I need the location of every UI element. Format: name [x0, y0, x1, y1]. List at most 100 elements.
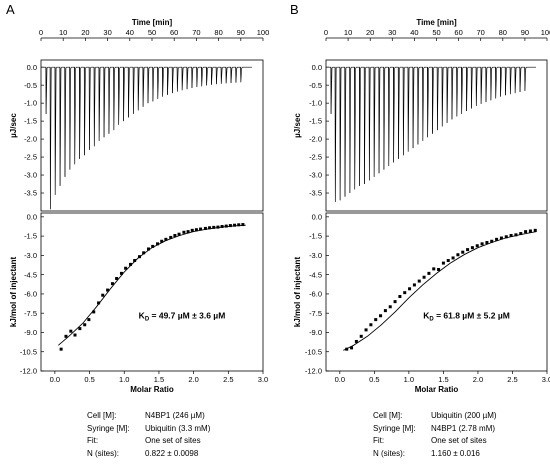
data-point: [412, 283, 416, 287]
data-point: [237, 223, 241, 227]
data-point: [528, 229, 532, 233]
binding-isotherm: 0.0 0.5 1.0 1.5 2.0 2.5 3.0 Molar Ratio 0.0 -1.5 -…: [293, 212, 550, 394]
data-point: [461, 250, 465, 254]
fit-parameters-a: Cell [M]: N4BP1 (246 µM) Syringe [M]: Ubiqu…: [87, 410, 210, 460]
molar-ratio-axis-title: Molar Ratio: [130, 385, 174, 394]
kd-annotation: KD = 49.7 µM ± 3.6 µM: [139, 310, 226, 322]
isotherm-y-tick-label: -1.5: [309, 232, 322, 241]
data-point: [156, 242, 160, 246]
data-point: [345, 347, 349, 351]
data-point: [475, 244, 479, 248]
data-point: [173, 233, 177, 237]
data-point: [456, 253, 460, 257]
data-point: [504, 235, 508, 239]
data-point: [403, 291, 407, 295]
data-point: [422, 275, 426, 279]
param-row: Syringe [M]: Ubiquitin (3.3 mM): [87, 423, 210, 436]
time-tick-label: 100: [257, 28, 270, 37]
molar-ratio-tick-label: 2.5: [507, 375, 517, 384]
time-tick-label: 30: [103, 28, 111, 37]
data-point: [212, 225, 216, 229]
data-point: [124, 266, 128, 270]
data-point: [514, 233, 518, 237]
param-row: Fit: One set of sites: [87, 435, 210, 448]
raw-y-tick-label: -3.5: [24, 189, 37, 198]
data-point: [101, 293, 105, 297]
data-point: [199, 227, 203, 231]
data-point: [128, 262, 132, 266]
raw-y-tick-label: -0.5: [24, 81, 37, 90]
param-value: N4BP1 (2.78 mM): [431, 423, 496, 433]
data-point: [466, 248, 470, 252]
data-point: [441, 261, 445, 265]
isotherm-y-tick-label: -7.5: [24, 309, 37, 318]
data-point: [194, 228, 198, 232]
param-label: Fit:: [87, 436, 99, 445]
raw-y-tick-label: -3.0: [309, 171, 322, 180]
isotherm-y-axis-title: kJ/mol of injectant: [293, 257, 302, 328]
fit-parameters-b: Cell [M]: Ubiquitin (200 µM) Syringe [M]: N…: [373, 410, 497, 460]
data-point: [106, 288, 110, 292]
param-value: One set of sites: [431, 436, 487, 445]
molar-ratio-axis-title: Molar Ratio: [415, 385, 459, 394]
raw-y-tick-label: 0.0: [312, 63, 322, 72]
kd-symbol: K: [423, 310, 430, 320]
raw-y-tick-label: -1.5: [309, 117, 322, 126]
isotherm-y-tick-label: -6.0: [24, 290, 37, 299]
data-point: [182, 230, 186, 234]
fit-curve: [343, 231, 537, 351]
param-label: Syringe [M]:: [87, 423, 130, 433]
raw-plot-frame: [325, 59, 548, 212]
data-point: [388, 305, 392, 309]
param-label: N (sites):: [87, 448, 119, 458]
isotherm-y-tick-label: 0.0: [312, 212, 322, 221]
data-point: [480, 242, 484, 246]
isotherm-y-tick-label: -6.0: [309, 290, 322, 299]
data-point: [78, 327, 82, 331]
time-tick-label: 0: [324, 28, 328, 37]
time-tick-label: 90: [237, 28, 245, 37]
param-value: 0.822 ± 0.0098: [145, 448, 199, 458]
data-point: [177, 232, 181, 236]
panel-a: A Time [min] 0 10 20 30 40 50 60 70 80 90 100 0.0 -0.5…: [6, 2, 269, 394]
data-point: [169, 235, 173, 239]
raw-y-tick-label: -2.0: [24, 135, 37, 144]
molar-ratio-tick-label: 3.0: [258, 375, 268, 384]
time-tick-label: 20: [81, 28, 89, 37]
data-point: [151, 244, 155, 248]
panel-letter: A: [6, 2, 15, 17]
param-label: N (sites):: [373, 448, 405, 458]
kd-value: = 49.7 µM ± 3.6 µM: [149, 310, 225, 320]
data-point: [64, 334, 68, 338]
param-label: Syringe [M]:: [373, 423, 416, 433]
data-point: [203, 226, 207, 230]
data-point: [408, 287, 412, 291]
data-point: [359, 334, 363, 338]
molar-ratio-tick-label: 2.0: [188, 375, 198, 384]
data-point: [354, 339, 358, 343]
data-point: [138, 255, 142, 259]
raw-thermogram: Time [min] 0 10 20 30 40 50 60 70 80 90 100 0.0 -0.5 -…: [9, 18, 270, 212]
time-tick-label: 50: [432, 28, 440, 37]
data-point: [73, 333, 77, 337]
isotherm-y-tick-label: 0.0: [27, 212, 37, 221]
kd-subscript: D: [145, 316, 150, 322]
isotherm-y-tick-label: -3.0: [24, 251, 37, 260]
param-label: Cell [M]:: [87, 411, 117, 420]
time-tick-label: 70: [192, 28, 200, 37]
data-point: [69, 329, 73, 333]
data-point: [499, 236, 503, 240]
data-point: [190, 228, 194, 232]
raw-y-tick-label: -0.5: [309, 81, 322, 90]
data-point: [519, 232, 523, 236]
isotherm-y-tick-label: -7.5: [309, 309, 322, 318]
panel-b: B Time [min] 0 10 20 30 40 50 60 70 80 90 100 0.0 -0.5…: [290, 2, 550, 394]
binding-isotherm: 0.0 0.5 1.0 1.5 2.0 2.5 3.0 Molar Ratio 0.0 -1.5 -…: [9, 212, 268, 394]
data-point: [524, 230, 528, 234]
molar-ratio-tick-label: 1.5: [154, 375, 164, 384]
data-point: [186, 230, 190, 234]
isotherm-y-tick-label: -1.5: [24, 232, 37, 241]
data-point: [350, 346, 354, 350]
kd-value: = 61.8 µM ± 5.2 µM: [434, 310, 510, 320]
